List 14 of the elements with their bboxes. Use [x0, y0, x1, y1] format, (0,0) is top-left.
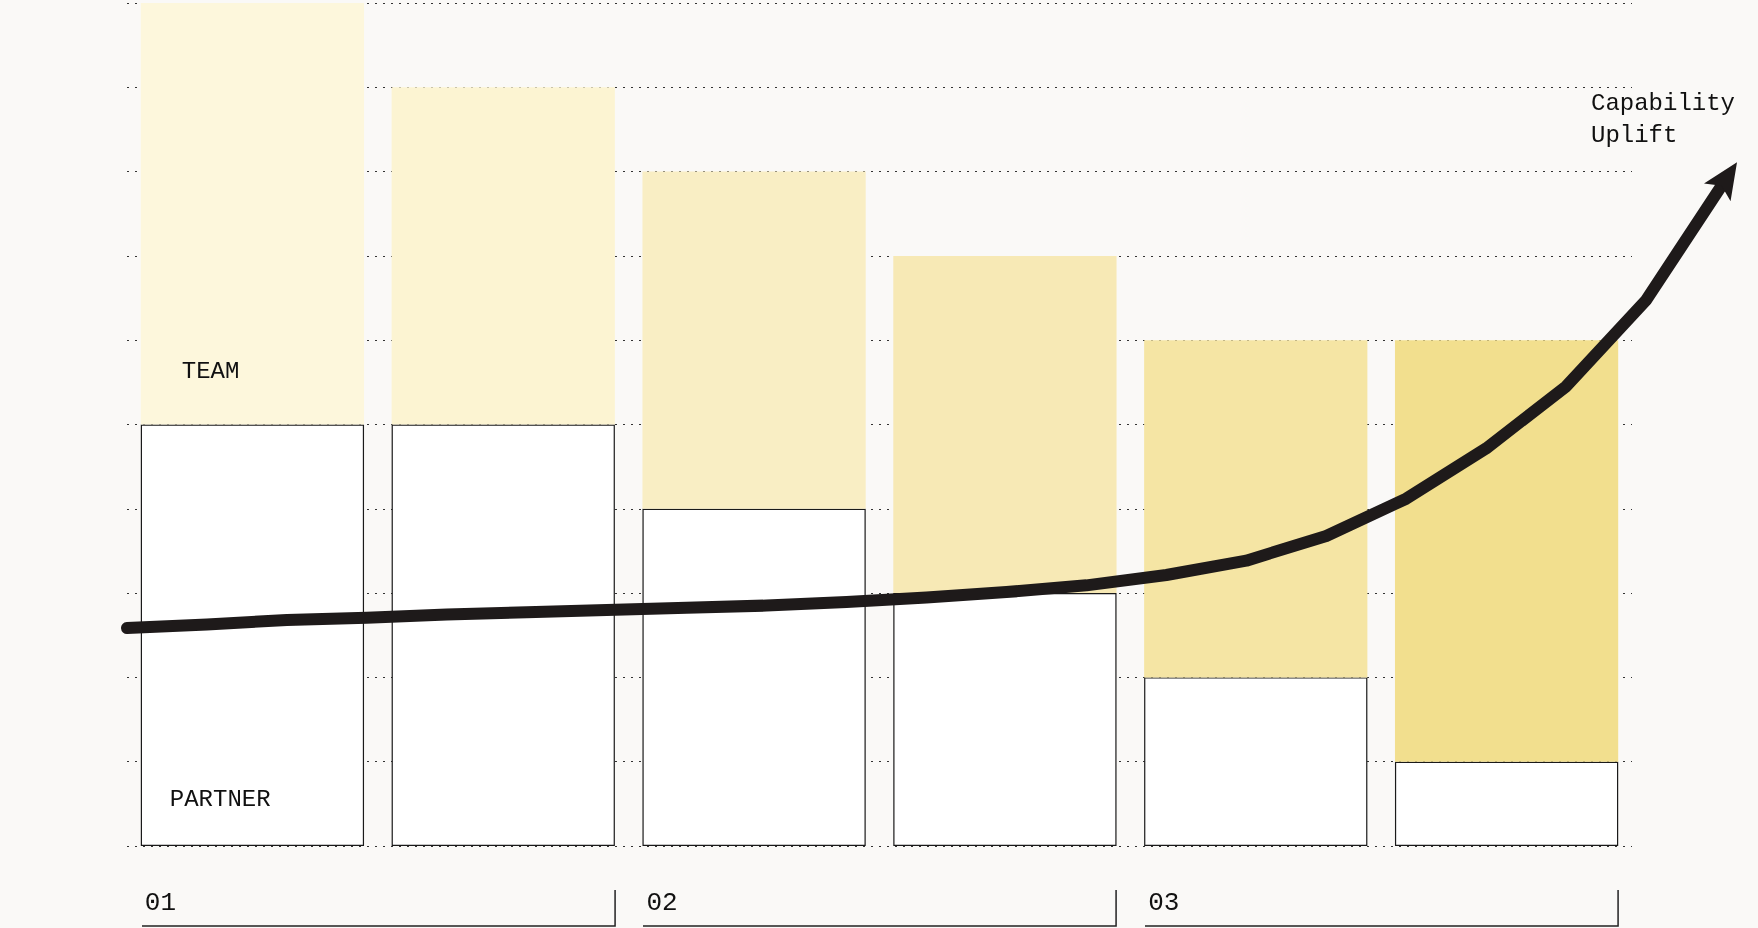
- bar: [1144, 677, 1368, 846]
- series-label: PARTNER: [169, 785, 271, 813]
- bar: [391, 87, 615, 425]
- bar: [893, 255, 1117, 594]
- bar: [1144, 340, 1368, 678]
- bar: [140, 3, 365, 425]
- bar: [1394, 761, 1619, 846]
- series-label: TEAM: [181, 358, 240, 385]
- text: 02: [646, 888, 678, 918]
- bar: [1394, 340, 1619, 762]
- text: 03: [1148, 888, 1180, 918]
- text: 01: [144, 888, 176, 918]
- series-label: Capability Uplift: [1591, 89, 1750, 149]
- bar: [642, 171, 866, 509]
